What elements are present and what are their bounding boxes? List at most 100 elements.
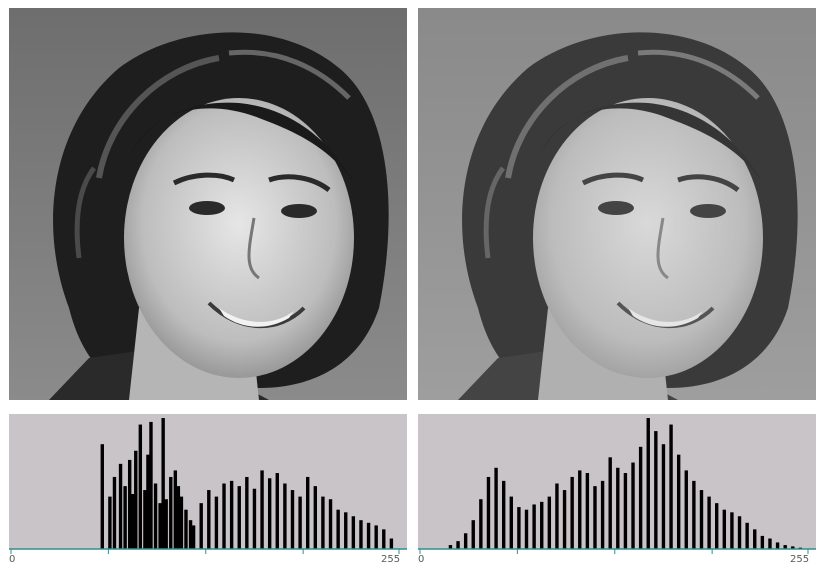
histogram-bar — [214, 496, 219, 549]
histogram-bar — [737, 516, 742, 549]
histogram-bar — [260, 470, 264, 549]
histogram-bar — [730, 512, 734, 549]
x-axis-ticks — [419, 549, 809, 554]
histogram-bar — [676, 454, 681, 549]
histogram-bar — [267, 478, 272, 549]
histogram-bar — [775, 542, 780, 549]
histogram-bar — [100, 444, 104, 549]
histogram-bar — [184, 509, 188, 549]
histogram-bar — [448, 545, 453, 549]
histogram-bar — [118, 463, 123, 549]
histogram-bar — [585, 473, 590, 549]
histogram-bar — [661, 444, 666, 549]
histogram-bar — [463, 533, 468, 549]
histogram-bar — [131, 493, 135, 549]
histogram-bar — [715, 503, 719, 549]
histogram-bars — [100, 418, 394, 549]
histogram-bar — [374, 525, 378, 549]
histogram-bar — [389, 538, 394, 549]
histogram-bar — [783, 545, 787, 549]
histogram-bar — [306, 476, 310, 549]
histogram-bar — [699, 490, 704, 549]
histogram-bar — [161, 418, 165, 549]
histogram-bar — [328, 499, 333, 549]
histogram-bar — [623, 473, 628, 549]
histogram-bar — [143, 490, 147, 549]
histogram-bar — [123, 486, 127, 549]
histogram-bar — [593, 486, 597, 549]
histogram-bar — [146, 454, 150, 549]
histogram-bar — [336, 509, 340, 549]
tick-label-start: 0 — [9, 554, 15, 564]
portrait-photo-original — [9, 8, 407, 400]
tick-label-start: 0 — [418, 554, 424, 564]
histogram-bar — [555, 483, 559, 549]
histogram-bar — [158, 503, 162, 549]
histogram-bar — [570, 476, 574, 549]
histogram-bar — [684, 470, 688, 549]
histogram-bar — [638, 446, 643, 549]
histogram-bar — [108, 496, 112, 549]
histogram-bar — [578, 470, 582, 549]
histogram-bar — [138, 424, 143, 549]
histogram-original: 0 255 — [9, 414, 407, 564]
histogram-bar — [509, 496, 513, 549]
histogram-equalized-chart: 0 255 — [418, 414, 816, 564]
histogram-original-chart: 0 255 — [9, 414, 407, 564]
histogram-bar — [237, 486, 241, 549]
histogram-bar — [456, 541, 460, 549]
histogram-bar — [479, 499, 483, 549]
histogram-bar — [207, 490, 211, 549]
histogram-bar — [229, 480, 234, 549]
histogram-bar — [471, 520, 475, 549]
histogram-bar — [176, 486, 181, 549]
histogram-bar — [112, 476, 117, 549]
histogram-bar — [494, 467, 498, 549]
histogram-bar — [351, 516, 356, 549]
x-axis-ticks — [10, 549, 400, 554]
histogram-bar — [532, 504, 536, 549]
histogram-bar — [366, 522, 371, 549]
histogram-bar — [753, 529, 757, 549]
histogram-bar — [127, 459, 132, 549]
tick-label-end: 255 — [381, 554, 400, 564]
histogram-bar — [283, 483, 287, 549]
histogram-bar — [164, 499, 168, 549]
histogram-bar — [768, 538, 772, 549]
histogram-bar — [600, 480, 605, 549]
histogram-bar — [791, 546, 795, 549]
histogram-bar — [547, 496, 552, 549]
histogram-bar — [722, 509, 727, 549]
histogram-bar — [631, 462, 635, 549]
histogram-bar — [501, 480, 506, 549]
histogram-bar — [517, 507, 521, 549]
histogram-bar — [222, 483, 226, 549]
portrait-photo-equalized — [418, 8, 816, 400]
histogram-bar — [486, 476, 491, 549]
histogram-bar — [646, 418, 650, 549]
histogram-bar — [321, 496, 325, 549]
portrait-photo-equalized-icon — [418, 8, 816, 400]
histogram-bar — [313, 486, 318, 549]
histogram-bars — [448, 418, 803, 549]
histogram-bar — [359, 520, 363, 549]
histogram-bar — [692, 480, 696, 549]
histogram-bar — [173, 470, 178, 549]
histogram-bar — [169, 476, 173, 549]
histogram-bar — [344, 512, 348, 549]
histogram-bar — [191, 525, 196, 549]
histogram-bar — [608, 457, 612, 549]
histogram-bar — [149, 421, 153, 549]
histogram-bar — [290, 490, 295, 549]
histogram-bar — [562, 490, 567, 549]
histogram-bar — [524, 509, 529, 549]
histogram-bar — [188, 520, 193, 549]
portrait-photo-original-icon — [9, 8, 407, 400]
histogram-bar — [134, 450, 138, 549]
tick-label-end: 255 — [790, 554, 809, 564]
histogram-bar — [616, 467, 620, 549]
histogram-equalized: 0 255 — [418, 414, 816, 564]
histogram-bar — [745, 522, 749, 549]
histogram-bar — [298, 496, 302, 549]
histogram-bar — [199, 503, 203, 549]
